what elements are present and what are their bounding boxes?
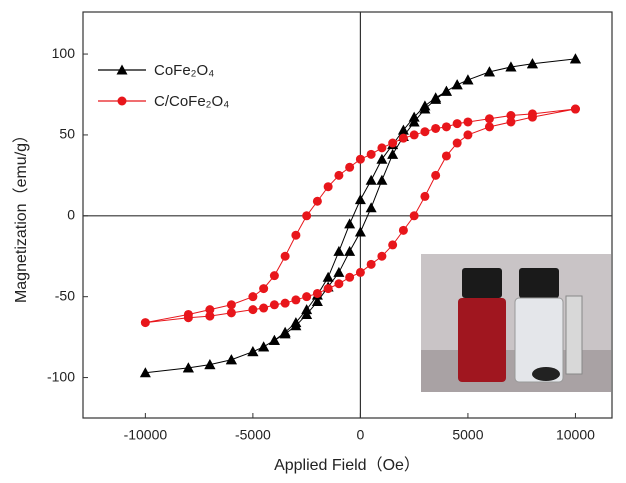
marker <box>356 155 365 164</box>
marker <box>334 279 343 288</box>
marker <box>118 97 127 106</box>
y-axis-label: Magnetization（emu/g） <box>12 127 30 303</box>
marker <box>258 341 269 351</box>
marker <box>366 202 377 212</box>
x-axis-label: Applied Field（Oe） <box>274 456 420 474</box>
marker <box>367 150 376 159</box>
marker <box>453 119 462 128</box>
marker <box>302 211 311 220</box>
y-tick-label: 50 <box>59 126 75 142</box>
marker <box>420 192 429 201</box>
marker <box>259 304 268 313</box>
marker <box>141 318 150 327</box>
marker <box>344 218 355 228</box>
marker <box>410 211 419 220</box>
marker <box>355 194 366 204</box>
marker <box>388 139 397 148</box>
marker <box>313 197 322 206</box>
marker <box>313 289 322 298</box>
marker <box>344 246 355 256</box>
marker <box>355 226 366 236</box>
marker <box>431 124 440 133</box>
marker <box>259 284 268 293</box>
marker <box>270 300 279 309</box>
marker <box>291 295 300 304</box>
marker <box>463 130 472 139</box>
marker <box>431 171 440 180</box>
marker <box>506 117 515 126</box>
x-tick-label: 5000 <box>452 427 483 443</box>
marker <box>485 114 494 123</box>
legend-label: CoFe₂O₄ <box>154 62 214 79</box>
marker <box>333 267 344 277</box>
marker <box>333 246 344 256</box>
x-tick-label: 0 <box>357 427 365 443</box>
marker <box>388 240 397 249</box>
marker <box>184 313 193 322</box>
x-tick-label: -10000 <box>124 427 168 443</box>
marker <box>528 113 537 122</box>
marker <box>345 163 354 172</box>
inset-photo <box>421 254 611 392</box>
marker <box>291 231 300 240</box>
marker <box>323 272 334 282</box>
cap <box>519 268 559 298</box>
marker <box>247 346 258 356</box>
x-tick-label: 10000 <box>556 427 595 443</box>
x-tick-label: -5000 <box>235 427 271 443</box>
marker <box>377 143 386 152</box>
magnet <box>566 296 582 374</box>
marker <box>366 175 377 185</box>
marker <box>281 299 290 308</box>
marker <box>452 79 463 89</box>
particles <box>532 367 560 381</box>
marker <box>399 134 408 143</box>
marker <box>248 292 257 301</box>
marker <box>227 300 236 309</box>
marker <box>377 252 386 261</box>
marker <box>463 117 472 126</box>
marker <box>367 260 376 269</box>
marker <box>442 151 451 160</box>
marker <box>226 354 237 364</box>
marker <box>345 273 354 282</box>
marker <box>485 122 494 131</box>
marker <box>324 284 333 293</box>
y-tick-label: 0 <box>67 207 75 223</box>
marker <box>442 122 451 131</box>
chart: Applied Field（Oe） Magnetization（emu/g） -… <box>0 0 626 478</box>
marker <box>410 130 419 139</box>
y-tick-label: 100 <box>52 45 76 61</box>
marker <box>302 292 311 301</box>
y-tick-label: -50 <box>55 287 75 303</box>
y-tick-label: -100 <box>47 368 75 384</box>
marker <box>356 268 365 277</box>
marker <box>462 74 473 84</box>
legend-label: C/CoFe₂O₄ <box>154 93 229 110</box>
marker <box>270 271 279 280</box>
marker <box>334 171 343 180</box>
marker <box>248 305 257 314</box>
marker <box>269 335 280 345</box>
bottle-red <box>458 298 506 382</box>
cap <box>462 268 502 298</box>
marker <box>376 175 387 185</box>
marker <box>441 86 452 96</box>
marker <box>324 182 333 191</box>
marker <box>453 139 462 148</box>
marker <box>280 328 291 338</box>
marker <box>227 308 236 317</box>
marker <box>570 53 581 63</box>
marker <box>571 105 580 114</box>
marker <box>420 127 429 136</box>
marker <box>376 154 387 164</box>
marker <box>399 226 408 235</box>
marker <box>205 312 214 321</box>
marker <box>281 252 290 261</box>
